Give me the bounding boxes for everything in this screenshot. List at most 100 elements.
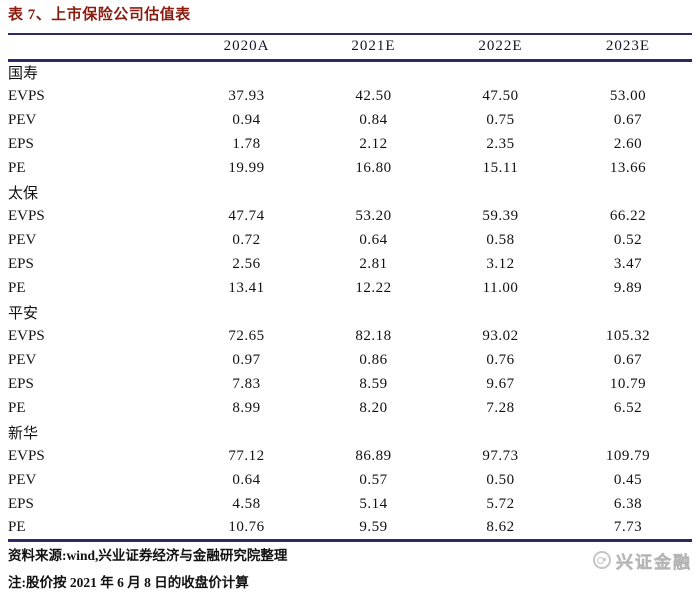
value-cell: 11.00: [482, 279, 519, 296]
value-cell: 8.20: [359, 399, 388, 416]
value-cell: 0.67: [613, 351, 643, 368]
value-cell: 9.89: [613, 279, 643, 296]
value-cell: 0.52: [613, 231, 643, 248]
value-cell: 0.64: [232, 471, 261, 488]
value-cell: 2.60: [613, 135, 643, 152]
value-cell: 10.76: [228, 518, 265, 535]
table-header: 2020A 2021E 2022E 2023E: [8, 34, 692, 62]
value-cell: 3.47: [613, 255, 643, 272]
value-cell: 53.00: [609, 87, 647, 104]
value-cell: 2.12: [359, 135, 388, 152]
empty-cell: [183, 180, 310, 204]
value-cell: 6.52: [613, 399, 643, 416]
value-cell: 3.12: [486, 255, 515, 272]
empty-cell: [437, 60, 564, 84]
company-name: 太保: [8, 185, 39, 202]
table-row: EVPS 72.65 82.18 93.02 105.32: [8, 324, 692, 348]
value-cell: 109.79: [605, 447, 651, 464]
value-cell: 8.59: [359, 375, 388, 392]
metric-label: PEV: [8, 351, 37, 368]
table-body: 国寿 EVPS 37.93 42.50 47.50 53.00 PEV 0.94 0.84 0.7…: [8, 60, 692, 540]
value-cell: 5.72: [486, 495, 515, 512]
metric-label: EVPS: [8, 87, 45, 104]
metric-label: EVPS: [8, 207, 45, 224]
value-cell: 47.74: [228, 207, 265, 224]
value-cell: 0.75: [486, 111, 515, 128]
value-cell: 0.94: [232, 111, 261, 128]
value-cell: 6.38: [613, 495, 643, 512]
value-cell: 72.65: [228, 327, 265, 344]
table-row: EPS 1.78 2.12 2.35 2.60: [8, 132, 692, 156]
value-cell: 37.93: [228, 87, 265, 104]
empty-cell: [310, 180, 437, 204]
value-cell: 0.84: [359, 111, 388, 128]
value-cell: 0.97: [232, 351, 261, 368]
empty-cell: [564, 420, 692, 444]
metric-label: PE: [8, 399, 26, 416]
empty-cell: [564, 300, 692, 324]
metric-label: PEV: [8, 111, 37, 128]
table-row: EPS 4.58 5.14 5.72 6.38: [8, 492, 692, 516]
header-row: 2020A 2021E 2022E 2023E: [8, 34, 692, 62]
company-row: 新华: [8, 420, 692, 444]
brand-name: 兴证金融: [616, 552, 692, 572]
table-row: EPS 7.83 8.59 9.67 10.79: [8, 372, 692, 396]
empty-cell: [310, 300, 437, 324]
header-cell-2020a: 2020A: [183, 34, 310, 62]
empty-cell: [564, 60, 692, 84]
metric-label: PE: [8, 159, 26, 176]
value-cell: 8.99: [232, 399, 261, 416]
value-cell: 4.58: [232, 495, 261, 512]
table-footer: 资料来源:wind,兴业证券经济与金融研究院整理 兴证金融 注:股价按 2021…: [8, 546, 692, 592]
metric-label: EPS: [8, 495, 34, 512]
value-cell: 9.59: [359, 518, 388, 535]
table-row: PEV 0.72 0.64 0.58 0.52: [8, 228, 692, 252]
value-cell: 5.14: [359, 495, 388, 512]
header-cell-2021e: 2021E: [310, 34, 437, 62]
source-line: 资料来源:wind,兴业证券经济与金融研究院整理: [8, 547, 288, 563]
empty-cell: [437, 420, 564, 444]
metric-label: PE: [8, 279, 26, 296]
value-cell: 12.22: [355, 279, 392, 296]
table-row: PE 19.99 16.80 15.11 13.66: [8, 156, 692, 180]
value-cell: 13.41: [228, 279, 265, 296]
metric-label: PEV: [8, 231, 37, 248]
brand-logo: 兴证金融: [593, 548, 692, 573]
value-cell: 53.20: [355, 207, 392, 224]
metric-label: PE: [8, 518, 26, 535]
value-cell: 0.50: [486, 471, 515, 488]
value-cell: 7.73: [613, 518, 643, 535]
metric-label: EPS: [8, 255, 34, 272]
brand-mascot-icon: [593, 551, 611, 569]
note-line: 注:股价按 2021 年 6 月 8 日的收盘价计算: [8, 574, 249, 590]
value-cell: 0.57: [359, 471, 388, 488]
table-row: EVPS 47.74 53.20 59.39 66.22: [8, 204, 692, 228]
company-row: 太保: [8, 180, 692, 204]
header-cell-2022e: 2022E: [437, 34, 564, 62]
company-name: 国寿: [8, 66, 39, 83]
value-cell: 93.02: [482, 327, 519, 344]
empty-cell: [310, 60, 437, 84]
empty-cell: [310, 420, 437, 444]
table-row: EPS 2.56 2.81 3.12 3.47: [8, 252, 692, 276]
empty-cell: [564, 180, 692, 204]
empty-cell: [183, 300, 310, 324]
metric-label: EVPS: [8, 327, 45, 344]
value-cell: 9.67: [486, 375, 515, 392]
value-cell: 16.80: [355, 159, 392, 176]
table-row: PEV 0.97 0.86 0.76 0.67: [8, 348, 692, 372]
table-row: EVPS 37.93 42.50 47.50 53.00: [8, 84, 692, 108]
value-cell: 10.79: [609, 375, 647, 392]
value-cell: 15.11: [482, 159, 519, 176]
metric-label: EPS: [8, 375, 34, 392]
value-cell: 8.62: [486, 518, 515, 535]
value-cell: 0.64: [359, 231, 388, 248]
value-cell: 0.86: [359, 351, 388, 368]
company-row: 平安: [8, 300, 692, 324]
table-row: PE 13.41 12.22 11.00 9.89: [8, 276, 692, 300]
value-cell: 2.35: [486, 135, 515, 152]
value-cell: 77.12: [228, 447, 265, 464]
valuation-table: 2020A 2021E 2022E 2023E 国寿 EVPS 37.93 42.50…: [8, 33, 692, 542]
table-row: PEV 0.94 0.84 0.75 0.67: [8, 108, 692, 132]
value-cell: 0.72: [232, 231, 261, 248]
